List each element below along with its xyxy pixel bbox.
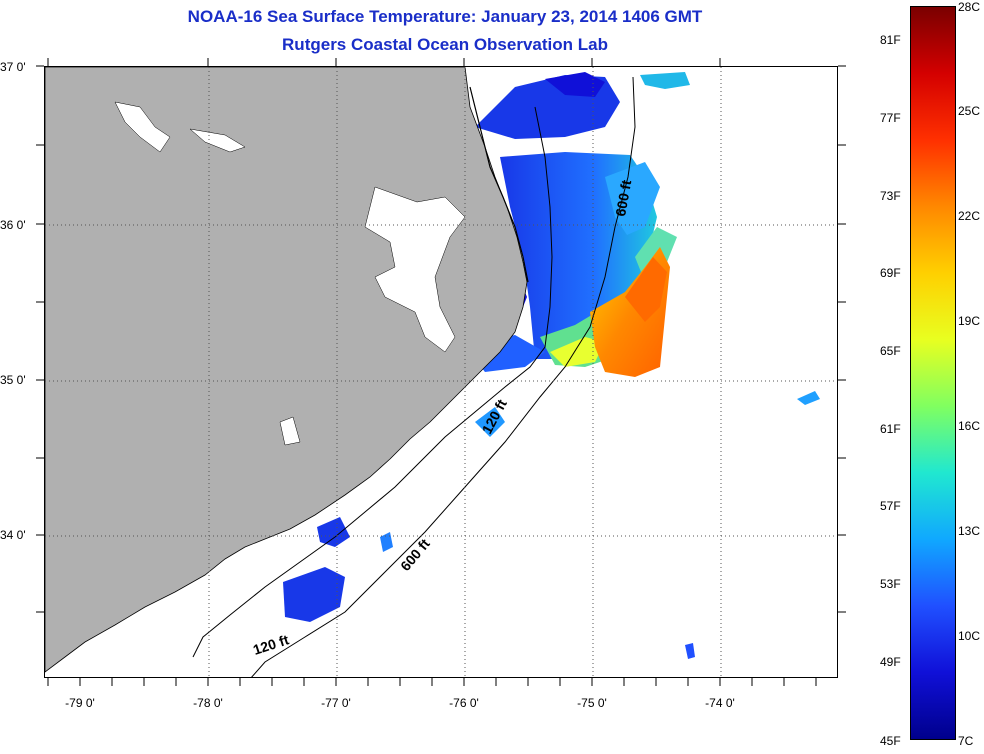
map-canvas: 600 ft 120 ft 600 ft 120 ft	[45, 67, 837, 677]
sst-patch-east	[797, 391, 820, 405]
cb-c-22: 22C	[958, 209, 981, 223]
cb-f-65: 65F	[880, 344, 901, 358]
cb-f-45: 45F	[880, 734, 901, 748]
lon-label-79: -79 0'	[65, 696, 95, 710]
cb-f-49: 49F	[880, 655, 901, 669]
bathymetry-contours	[192, 76, 636, 677]
contour-label-600-north: 600 ft	[612, 178, 634, 217]
lat-label-35: 35 0'	[0, 373, 26, 387]
lat-label-36: 36 0'	[0, 218, 26, 232]
map-title: NOAA-16 Sea Surface Temperature: January…	[187, 7, 703, 26]
sst-patch-small-1	[475, 407, 505, 437]
sst-patch-ne	[640, 72, 690, 89]
lon-label-78: -78 0'	[193, 696, 223, 710]
sst-data	[283, 72, 820, 659]
contour-120-north	[192, 106, 553, 658]
contour-600-north	[251, 76, 636, 677]
cb-c-13: 13C	[958, 524, 981, 538]
cb-c-28: 28C	[958, 0, 981, 14]
sst-patch-se	[685, 643, 695, 659]
cb-f-61: 61F	[880, 422, 901, 436]
graticule	[45, 67, 837, 677]
sst-patch-gulf-warm	[625, 257, 667, 322]
lon-label-77: -77 0'	[321, 696, 351, 710]
inland-waters	[114, 101, 466, 446]
cb-c-19: 19C	[958, 314, 981, 328]
sst-patch-shelf-edge	[605, 162, 660, 235]
cb-f-69: 69F	[880, 266, 901, 280]
sst-patch-small-2	[380, 532, 393, 552]
sst-patch-yellow	[550, 337, 605, 367]
lon-label-75: -75 0'	[577, 696, 607, 710]
sst-patch-onslow	[317, 517, 350, 547]
cb-f-77: 77F	[880, 111, 901, 125]
cb-c-16: 16C	[958, 419, 981, 433]
outer-banks	[469, 86, 529, 283]
cb-f-57: 57F	[880, 499, 901, 513]
cb-f-53: 53F	[880, 577, 901, 591]
lat-label-37: 37 0'	[0, 60, 26, 74]
sst-patch-long-bay	[283, 567, 345, 622]
lon-label-74: -74 0'	[705, 696, 735, 710]
cb-c-25: 25C	[958, 104, 981, 118]
lat-label-34: 34 0'	[0, 528, 26, 542]
cb-f-73: 73F	[880, 189, 901, 203]
sst-patch-north-dark	[545, 72, 605, 97]
map-subtitle: Rutgers Coastal Ocean Observation Lab	[282, 35, 608, 54]
cb-c-7: 7C	[958, 734, 974, 748]
sst-map[interactable]: 600 ft 120 ft 600 ft 120 ft	[44, 66, 838, 678]
lon-label-76: -76 0'	[449, 696, 479, 710]
cb-f-81: 81F	[880, 33, 901, 47]
colorbar	[910, 6, 956, 740]
cb-c-10: 10C	[958, 629, 981, 643]
